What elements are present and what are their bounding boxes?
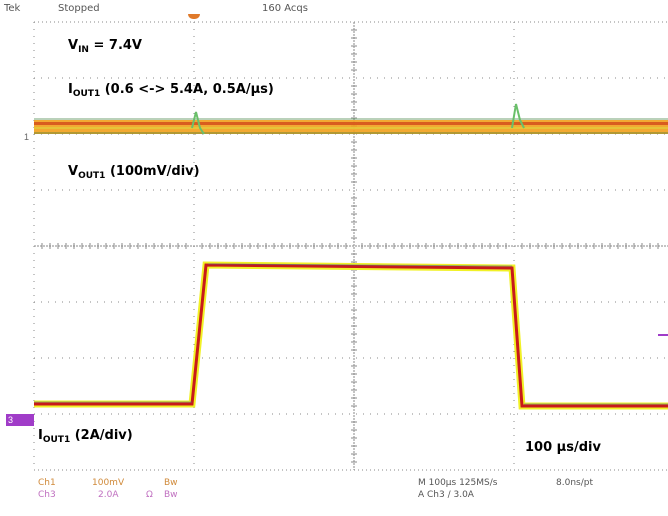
iout-scale-annotation: IOUT1 (2A/div) — [38, 428, 133, 445]
trigger-readout: A Ch3 ∕ 3.0A — [418, 490, 474, 500]
acquisition-state: Stopped — [58, 3, 100, 14]
ch1-label: Ch1 — [38, 478, 56, 488]
timebase-readout: M 100µs 125MS/s — [418, 478, 498, 488]
ch1-scale: 100mV — [92, 478, 125, 488]
status-bar: Tek Stopped 160 Acqs — [0, 0, 668, 22]
sample-interval: 8.0ns/pt — [556, 478, 593, 488]
trigger-position-marker[interactable] — [188, 14, 200, 19]
axis-ticks — [41, 29, 659, 463]
vout-scale-annotation: VOUT1 (100mV/div) — [68, 164, 200, 181]
brand-label: Tek — [4, 3, 21, 14]
ch1-bandwidth: Bw — [164, 478, 178, 488]
iout-step-annotation: IOUT1 (0.6 <-> 5.4A, 0.5A/µs) — [68, 82, 274, 99]
ch3-bandwidth: Bw — [164, 490, 178, 500]
acquisition-count: 160 Acqs — [262, 3, 308, 14]
timebase-annotation: 100 µs/div — [525, 440, 601, 455]
vin-annotation: VIN = 7.4V — [68, 38, 142, 55]
ch1-voltage-trace — [34, 103, 668, 135]
ch3-label: Ch3 — [38, 490, 56, 500]
ch1-ground-marker[interactable]: 1 — [24, 132, 30, 142]
trigger-level-marker[interactable] — [658, 334, 668, 336]
ch3-ground-marker[interactable]: 3 — [6, 414, 34, 426]
ch3-scale: 2.0A — [98, 490, 119, 500]
ch3-current-trace — [34, 261, 668, 410]
ch3-impedance: Ω — [146, 490, 153, 500]
